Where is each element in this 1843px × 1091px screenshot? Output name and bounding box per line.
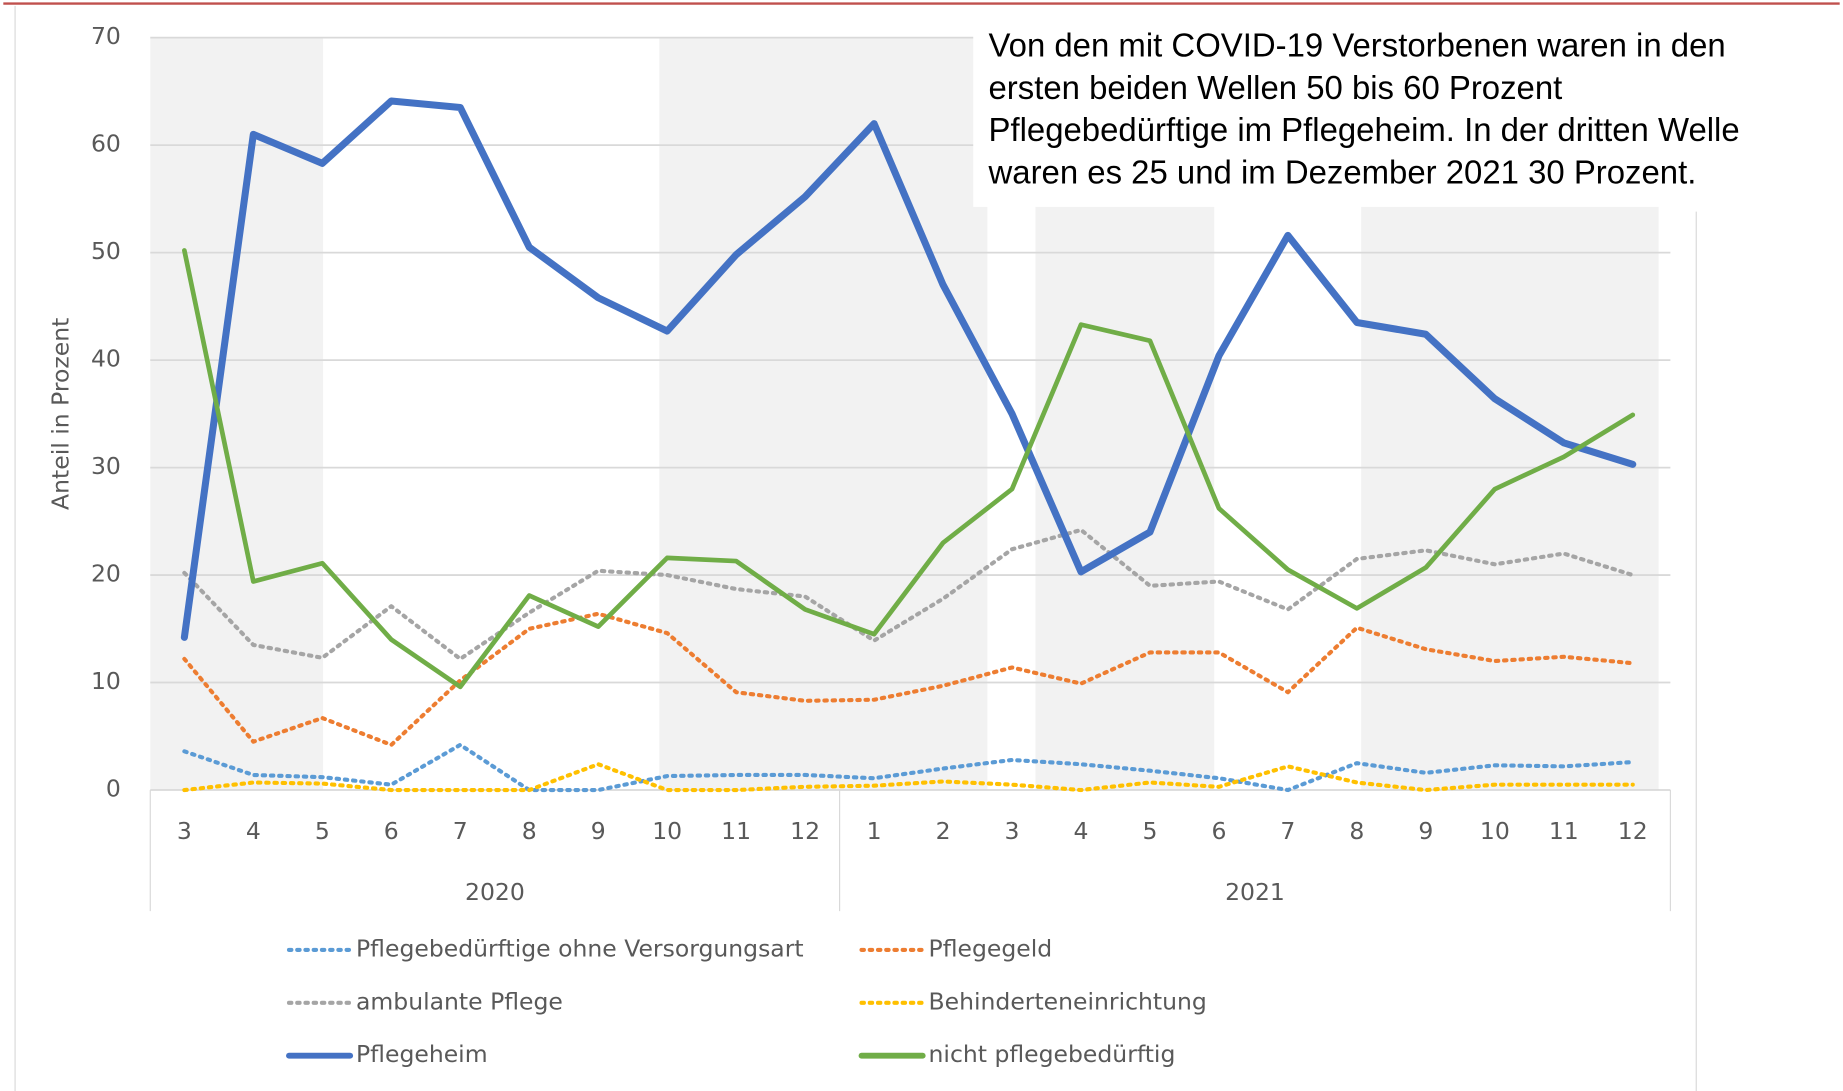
legend-label: Pflegeheim [356, 1040, 488, 1068]
x-tick-label: 9 [591, 817, 606, 845]
legend-label: ambulante Pflege [356, 987, 563, 1015]
series-line [180, 97, 1637, 641]
annotation-line: Von den mit COVID-19 Verstorbenen waren … [989, 26, 1726, 63]
group-label: 2020 [465, 878, 525, 906]
x-tick-label: 6 [1211, 817, 1226, 845]
legend-label: Pflegegeld [929, 934, 1053, 962]
x-tick-label: 5 [315, 817, 330, 845]
y-tick-label: 0 [106, 775, 121, 803]
y-tick-label: 20 [91, 560, 121, 588]
y-tick-label: 10 [91, 667, 121, 695]
x-tick-label: 9 [1418, 817, 1433, 845]
legend: Pflegebedürftige ohne Versorgungsart Pfle… [286, 934, 1207, 1068]
y-tick-label: 40 [91, 345, 121, 373]
x-tick-label: 10 [652, 817, 682, 845]
series-line [182, 742, 1635, 793]
x-tick-label: 3 [1005, 817, 1020, 845]
x-tick-label: 11 [1549, 817, 1579, 845]
wave-band [659, 37, 988, 791]
y-tick-label: 30 [91, 452, 121, 480]
annotation-box [973, 18, 1840, 207]
series-line [182, 527, 1635, 661]
legend-label: Pflegebedürftige ohne Versorgungsart [356, 934, 804, 962]
wave-band [150, 37, 324, 791]
x-tick-label: 12 [1618, 817, 1648, 845]
x-tick-label: 6 [384, 817, 399, 845]
legend-label: Behinderteneinrichtung [929, 987, 1207, 1015]
y-axis-label: Anteil in Prozent [47, 318, 75, 510]
x-tick-label: 12 [790, 817, 820, 845]
x-tick-label: 5 [1142, 817, 1157, 845]
legend-label: nicht pflegebedürftig [929, 1040, 1176, 1068]
x-tick-label: 8 [522, 817, 537, 845]
x-tick-label: 1 [867, 817, 882, 845]
annotation: Von den mit COVID-19 Verstorbenen waren … [988, 26, 1740, 190]
y-tick-label: 60 [91, 130, 121, 158]
series-line [182, 611, 1635, 747]
x-tick-label: 2 [936, 817, 951, 845]
x-tick-label: 7 [1280, 817, 1295, 845]
x-tick-label: 8 [1349, 817, 1364, 845]
group-label: 2021 [1225, 878, 1285, 906]
series-line [182, 248, 1636, 690]
plot [180, 97, 1637, 793]
x-tick-label: 3 [177, 817, 192, 845]
y-tick-label: 50 [91, 237, 121, 265]
x-tick-label: 4 [246, 817, 261, 845]
annotation-line: ersten beiden Wellen 50 bis 60 Prozent [989, 69, 1563, 106]
annotation-line: waren es 25 und im Dezember 2021 30 Proz… [988, 153, 1697, 190]
x-tick-label: 11 [721, 817, 751, 845]
x-tick-label: 7 [453, 817, 468, 845]
x-tick-label: 10 [1480, 817, 1510, 845]
annotation-line: Pflegebedürftige im Pflegeheim. In der d… [989, 111, 1740, 148]
x-tick-label: 4 [1074, 817, 1089, 845]
y-tick-label: 70 [91, 22, 121, 50]
series-line [182, 762, 1635, 793]
